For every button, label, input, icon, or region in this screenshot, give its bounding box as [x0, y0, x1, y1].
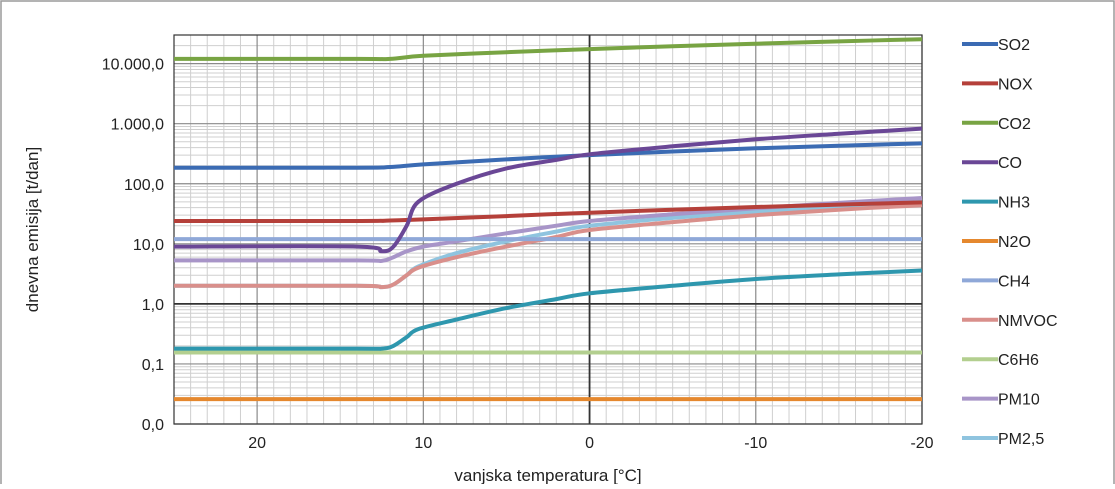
y-tick-label: 10,0 [133, 237, 164, 254]
series-layer [173, 37, 923, 402]
x-tick-label: -10 [744, 435, 767, 452]
x-tick-label: 10 [414, 435, 432, 452]
x-tick-label: 0 [585, 435, 594, 452]
legend-label-so2: SO2 [998, 37, 1030, 54]
series-line-co [173, 126, 923, 254]
y-tick-labels: 0,0 0,1 1,0 10,0 100,0 1.000,0 10.000,0 [102, 57, 164, 434]
y-tick-label: 10.000,0 [102, 57, 164, 74]
y-tick-label: 0,0 [142, 417, 164, 434]
legend-label-c6h6: C6H6 [998, 352, 1039, 369]
x-tick-label: -20 [910, 435, 933, 452]
legend-label-co2: CO2 [998, 116, 1031, 133]
y-axis-title: dnevna emisija [t/dan] [23, 147, 42, 312]
x-tick-labels: 20 10 0 -10 -20 [248, 435, 933, 452]
series-line-nh3 [174, 268, 923, 351]
plot-area [174, 35, 922, 424]
series-line-nox [173, 200, 923, 224]
x-axis-title: vanjska temperatura [°C] [454, 466, 641, 484]
series-line-co2 [174, 37, 923, 62]
legend-label-ch4: CH4 [998, 273, 1030, 290]
series-line-nmvoc [173, 203, 923, 290]
y-tick-label: 0,1 [142, 357, 164, 374]
series-line-so2 [173, 141, 923, 170]
y-tick-label: 100,0 [124, 177, 164, 194]
legend-label-nh3: NH3 [998, 195, 1030, 212]
legend-label-n2o: N2O [998, 234, 1031, 251]
y-tick-label: 1,0 [142, 297, 164, 314]
legend: SO2 NOX CO2 CO NH3 N2O CH4 NMVOC C6H6 PM10 PM2,5 [962, 37, 1058, 448]
legend-label-nmvoc: NMVOC [998, 313, 1058, 330]
legend-label-nox: NOX [998, 76, 1033, 93]
plot-frame [173, 34, 923, 425]
legend-label-pm10: PM10 [998, 392, 1040, 409]
legend-label-pm2-5: PM2,5 [998, 431, 1044, 448]
y-tick-label: 1.000,0 [111, 117, 164, 134]
x-tick-label: 20 [248, 435, 266, 452]
legend-label-co: CO [998, 155, 1022, 172]
